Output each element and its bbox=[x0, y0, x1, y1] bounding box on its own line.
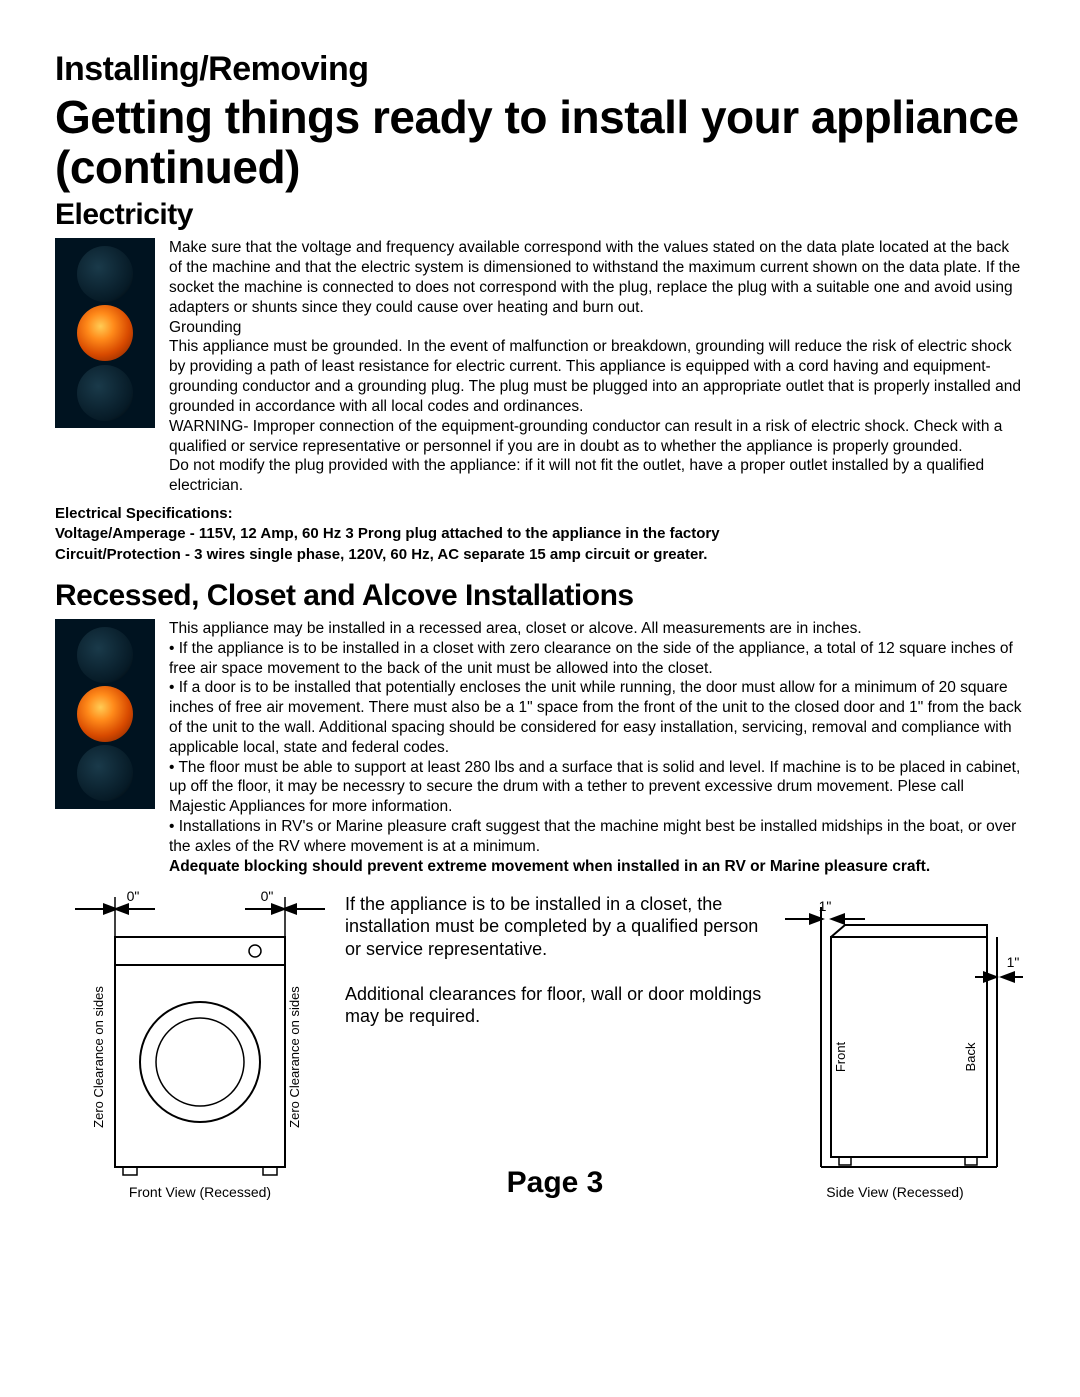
elec-p1: Make sure that the voltage and frequency… bbox=[169, 239, 1020, 315]
elec-p2: Grounding bbox=[169, 319, 241, 336]
elec-p4: WARNING- Improper connection of the equi… bbox=[169, 418, 1002, 455]
electricity-heading: Electricity bbox=[55, 198, 1025, 232]
tl-green-2 bbox=[77, 745, 133, 801]
section-heading: Installing/Removing bbox=[55, 50, 1025, 89]
tl-red bbox=[77, 246, 133, 302]
traffic-light-icon-2 bbox=[55, 619, 155, 809]
side-caption: Side View (Recessed) bbox=[765, 1184, 1025, 1200]
bottom-section: 0" 0" Zero Clearance on sides Zero Clear… bbox=[55, 887, 1025, 1200]
closet-text: If the appliance is to be installed in a… bbox=[345, 887, 765, 1172]
rec-intro: This appliance may be installed in a rec… bbox=[169, 620, 862, 637]
elec-p3: This appliance must be grounded. In the … bbox=[169, 338, 1021, 414]
tl-red-2 bbox=[77, 627, 133, 683]
rec-b2: • If a door is to be installed that pote… bbox=[169, 679, 1021, 755]
closet-p2: Additional clearances for floor, wall or… bbox=[345, 983, 765, 1028]
recessed-row: This appliance may be installed in a rec… bbox=[55, 619, 1025, 877]
main-title: Getting things ready to install your app… bbox=[55, 93, 1025, 192]
rec-b1: • If the appliance is to be installed in… bbox=[169, 640, 1013, 677]
spec-l3: Circuit/Protection - 3 wires single phas… bbox=[55, 545, 1025, 565]
svg-text:0": 0" bbox=[127, 888, 140, 904]
svg-text:Zero Clearance on sides: Zero Clearance on sides bbox=[287, 985, 302, 1127]
rec-b3: • The floor must be able to support at l… bbox=[169, 759, 1020, 816]
svg-text:1": 1" bbox=[1007, 954, 1020, 970]
tl-green bbox=[77, 365, 133, 421]
svg-text:Zero Clearance on sides: Zero Clearance on sides bbox=[91, 985, 106, 1127]
electricity-row: Make sure that the voltage and frequency… bbox=[55, 238, 1025, 496]
tl-yellow-2 bbox=[77, 686, 133, 742]
tl-yellow bbox=[77, 305, 133, 361]
spec-l1: Electrical Specifications: bbox=[55, 504, 1025, 524]
recessed-heading: Recessed, Closet and Alcove Installation… bbox=[55, 579, 1025, 613]
svg-text:Front: Front bbox=[833, 1041, 848, 1072]
closet-p1: If the appliance is to be installed in a… bbox=[345, 893, 765, 961]
electricity-text: Make sure that the voltage and frequency… bbox=[169, 238, 1025, 496]
side-view-diagram: 1" 1" Front Back Side View (Recessed) bbox=[765, 897, 1025, 1200]
svg-text:Back: Back bbox=[963, 1042, 978, 1071]
front-caption: Front View (Recessed) bbox=[55, 1184, 345, 1200]
spec-l2: Voltage/Amperage - 115V, 12 Amp, 60 Hz 3… bbox=[55, 524, 1025, 544]
traffic-light-icon bbox=[55, 238, 155, 428]
rec-b4: • Installations in RV's or Marine pleasu… bbox=[169, 818, 1016, 855]
page-number: Page 3 bbox=[345, 1166, 765, 1200]
rec-note: Adequate blocking should prevent extreme… bbox=[169, 858, 930, 875]
front-view-diagram: 0" 0" Zero Clearance on sides Zero Clear… bbox=[55, 887, 345, 1200]
electrical-specs: Electrical Specifications: Voltage/Amper… bbox=[55, 504, 1025, 565]
svg-text:0": 0" bbox=[261, 888, 274, 904]
elec-p5: Do not modify the plug provided with the… bbox=[169, 457, 984, 494]
recessed-text: This appliance may be installed in a rec… bbox=[169, 619, 1025, 877]
